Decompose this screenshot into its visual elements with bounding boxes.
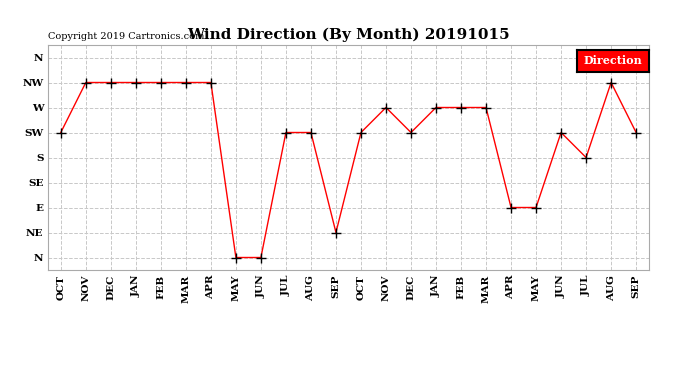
Point bbox=[280, 129, 291, 135]
Point bbox=[206, 80, 217, 86]
Point bbox=[580, 154, 591, 160]
Point bbox=[180, 80, 191, 86]
Point bbox=[531, 204, 542, 210]
Point bbox=[631, 129, 642, 135]
Point bbox=[606, 80, 617, 86]
Point bbox=[130, 80, 141, 86]
Point bbox=[506, 204, 517, 210]
Point bbox=[306, 129, 317, 135]
Point bbox=[80, 80, 91, 86]
Point bbox=[55, 129, 66, 135]
Point bbox=[355, 129, 366, 135]
Point bbox=[555, 129, 566, 135]
Point bbox=[255, 255, 266, 261]
Point bbox=[331, 230, 342, 236]
Point bbox=[480, 105, 491, 111]
Point bbox=[431, 105, 442, 111]
Point bbox=[406, 129, 417, 135]
Point bbox=[155, 80, 166, 86]
Title: Wind Direction (By Month) 20191015: Wind Direction (By Month) 20191015 bbox=[187, 28, 510, 42]
Text: Copyright 2019 Cartronics.com: Copyright 2019 Cartronics.com bbox=[48, 32, 205, 41]
Point bbox=[230, 255, 241, 261]
Point bbox=[455, 105, 466, 111]
Point bbox=[106, 80, 117, 86]
Point bbox=[380, 105, 391, 111]
